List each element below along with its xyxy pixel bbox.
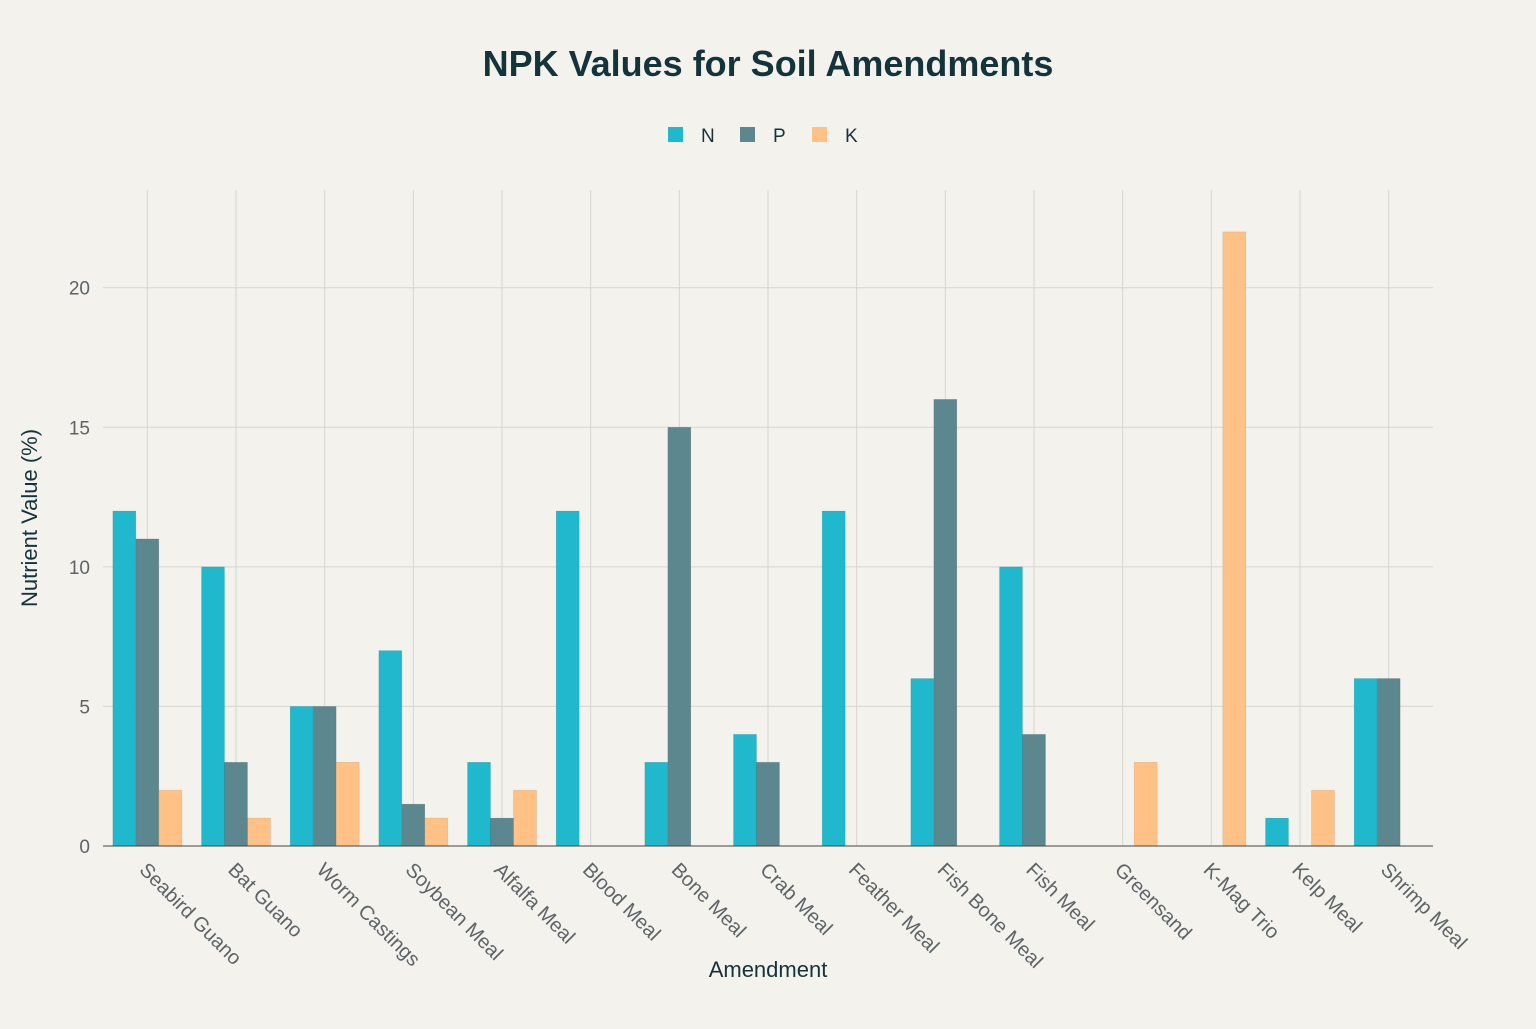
x-tick-label: K-Mag Trio	[1199, 859, 1284, 944]
x-tick-label: Crab Meal	[755, 859, 836, 940]
chart-title: NPK Values for Soil Amendments	[483, 43, 1054, 84]
bar-p-crab-meal	[756, 761, 780, 847]
bar-p-alfalfa-meal	[490, 817, 514, 847]
x-tick-label: Bone Meal	[667, 859, 750, 942]
bar-p-bone-meal	[667, 426, 692, 847]
x-tick-label: Shrimp Meal	[1376, 859, 1471, 954]
bar-n-soybean-meal	[378, 650, 403, 847]
bar-p-bat-guano	[224, 761, 248, 847]
legend-label-n: N	[701, 126, 715, 147]
x-tick-label: Greensand	[1110, 859, 1196, 945]
y-axis-title: Nutrient Value (%)	[17, 429, 42, 607]
bar-n-fish-bone-meal	[910, 678, 935, 847]
x-tick-label: Blood Meal	[578, 859, 664, 945]
bar-p-shrimp-meal	[1376, 678, 1401, 847]
bar-n-blood-meal	[555, 510, 580, 847]
x-tick-label: Fish Meal	[1021, 859, 1098, 936]
bar-k-bat-guano	[247, 817, 271, 847]
x-axis-title: Amendment	[709, 957, 828, 982]
bar-p-fish-meal	[1022, 734, 1046, 847]
bar-k-greensand	[1133, 761, 1158, 847]
y-tick-label: 15	[69, 418, 90, 439]
y-tick-label: 5	[79, 697, 90, 718]
x-tick-label: Alfalfa Meal	[489, 859, 578, 948]
legend-swatch-p	[740, 127, 755, 142]
bar-n-crab-meal	[733, 734, 757, 847]
x-tick-label: Bat Guano	[223, 859, 306, 942]
bar-p-soybean-meal	[401, 803, 426, 847]
y-tick-label: 10	[69, 558, 90, 579]
bar-n-seabird-guano	[112, 510, 137, 847]
bar-k-soybean-meal	[424, 817, 449, 847]
bar-n-bat-guano	[201, 566, 225, 847]
legend-label-p: P	[773, 126, 786, 147]
y-tick-labels: 0 5 10 15 20	[69, 279, 90, 858]
x-tick-label: Feather Meal	[844, 859, 943, 958]
bar-p-worm-castings	[312, 706, 337, 847]
legend-swatch-k	[812, 127, 827, 142]
bar-p-fish-bone-meal	[933, 399, 958, 847]
legend-swatch-n	[668, 127, 683, 142]
bar-n-bone-meal	[644, 761, 669, 847]
bar-p-seabird-guano	[135, 538, 160, 847]
bar-k-worm-castings	[335, 761, 360, 847]
bar-n-shrimp-meal	[1353, 678, 1378, 847]
bar-n-alfalfa-meal	[467, 761, 491, 847]
legend-label-k: K	[845, 126, 858, 147]
bar-n-feather-meal	[821, 510, 846, 847]
bar-k-seabird-guano	[158, 789, 183, 847]
bar-k-k-mag-trio	[1222, 231, 1247, 847]
bar-n-fish-meal	[999, 566, 1023, 847]
bar-k-kelp-meal	[1311, 789, 1335, 847]
bars	[112, 231, 1401, 847]
bar-n-kelp-meal	[1265, 817, 1289, 847]
bar-k-alfalfa-meal	[513, 789, 537, 847]
x-tick-label: Kelp Meal	[1287, 859, 1365, 937]
y-tick-label: 0	[79, 837, 90, 858]
y-tick-label: 20	[69, 279, 90, 300]
bar-n-worm-castings	[289, 706, 314, 847]
